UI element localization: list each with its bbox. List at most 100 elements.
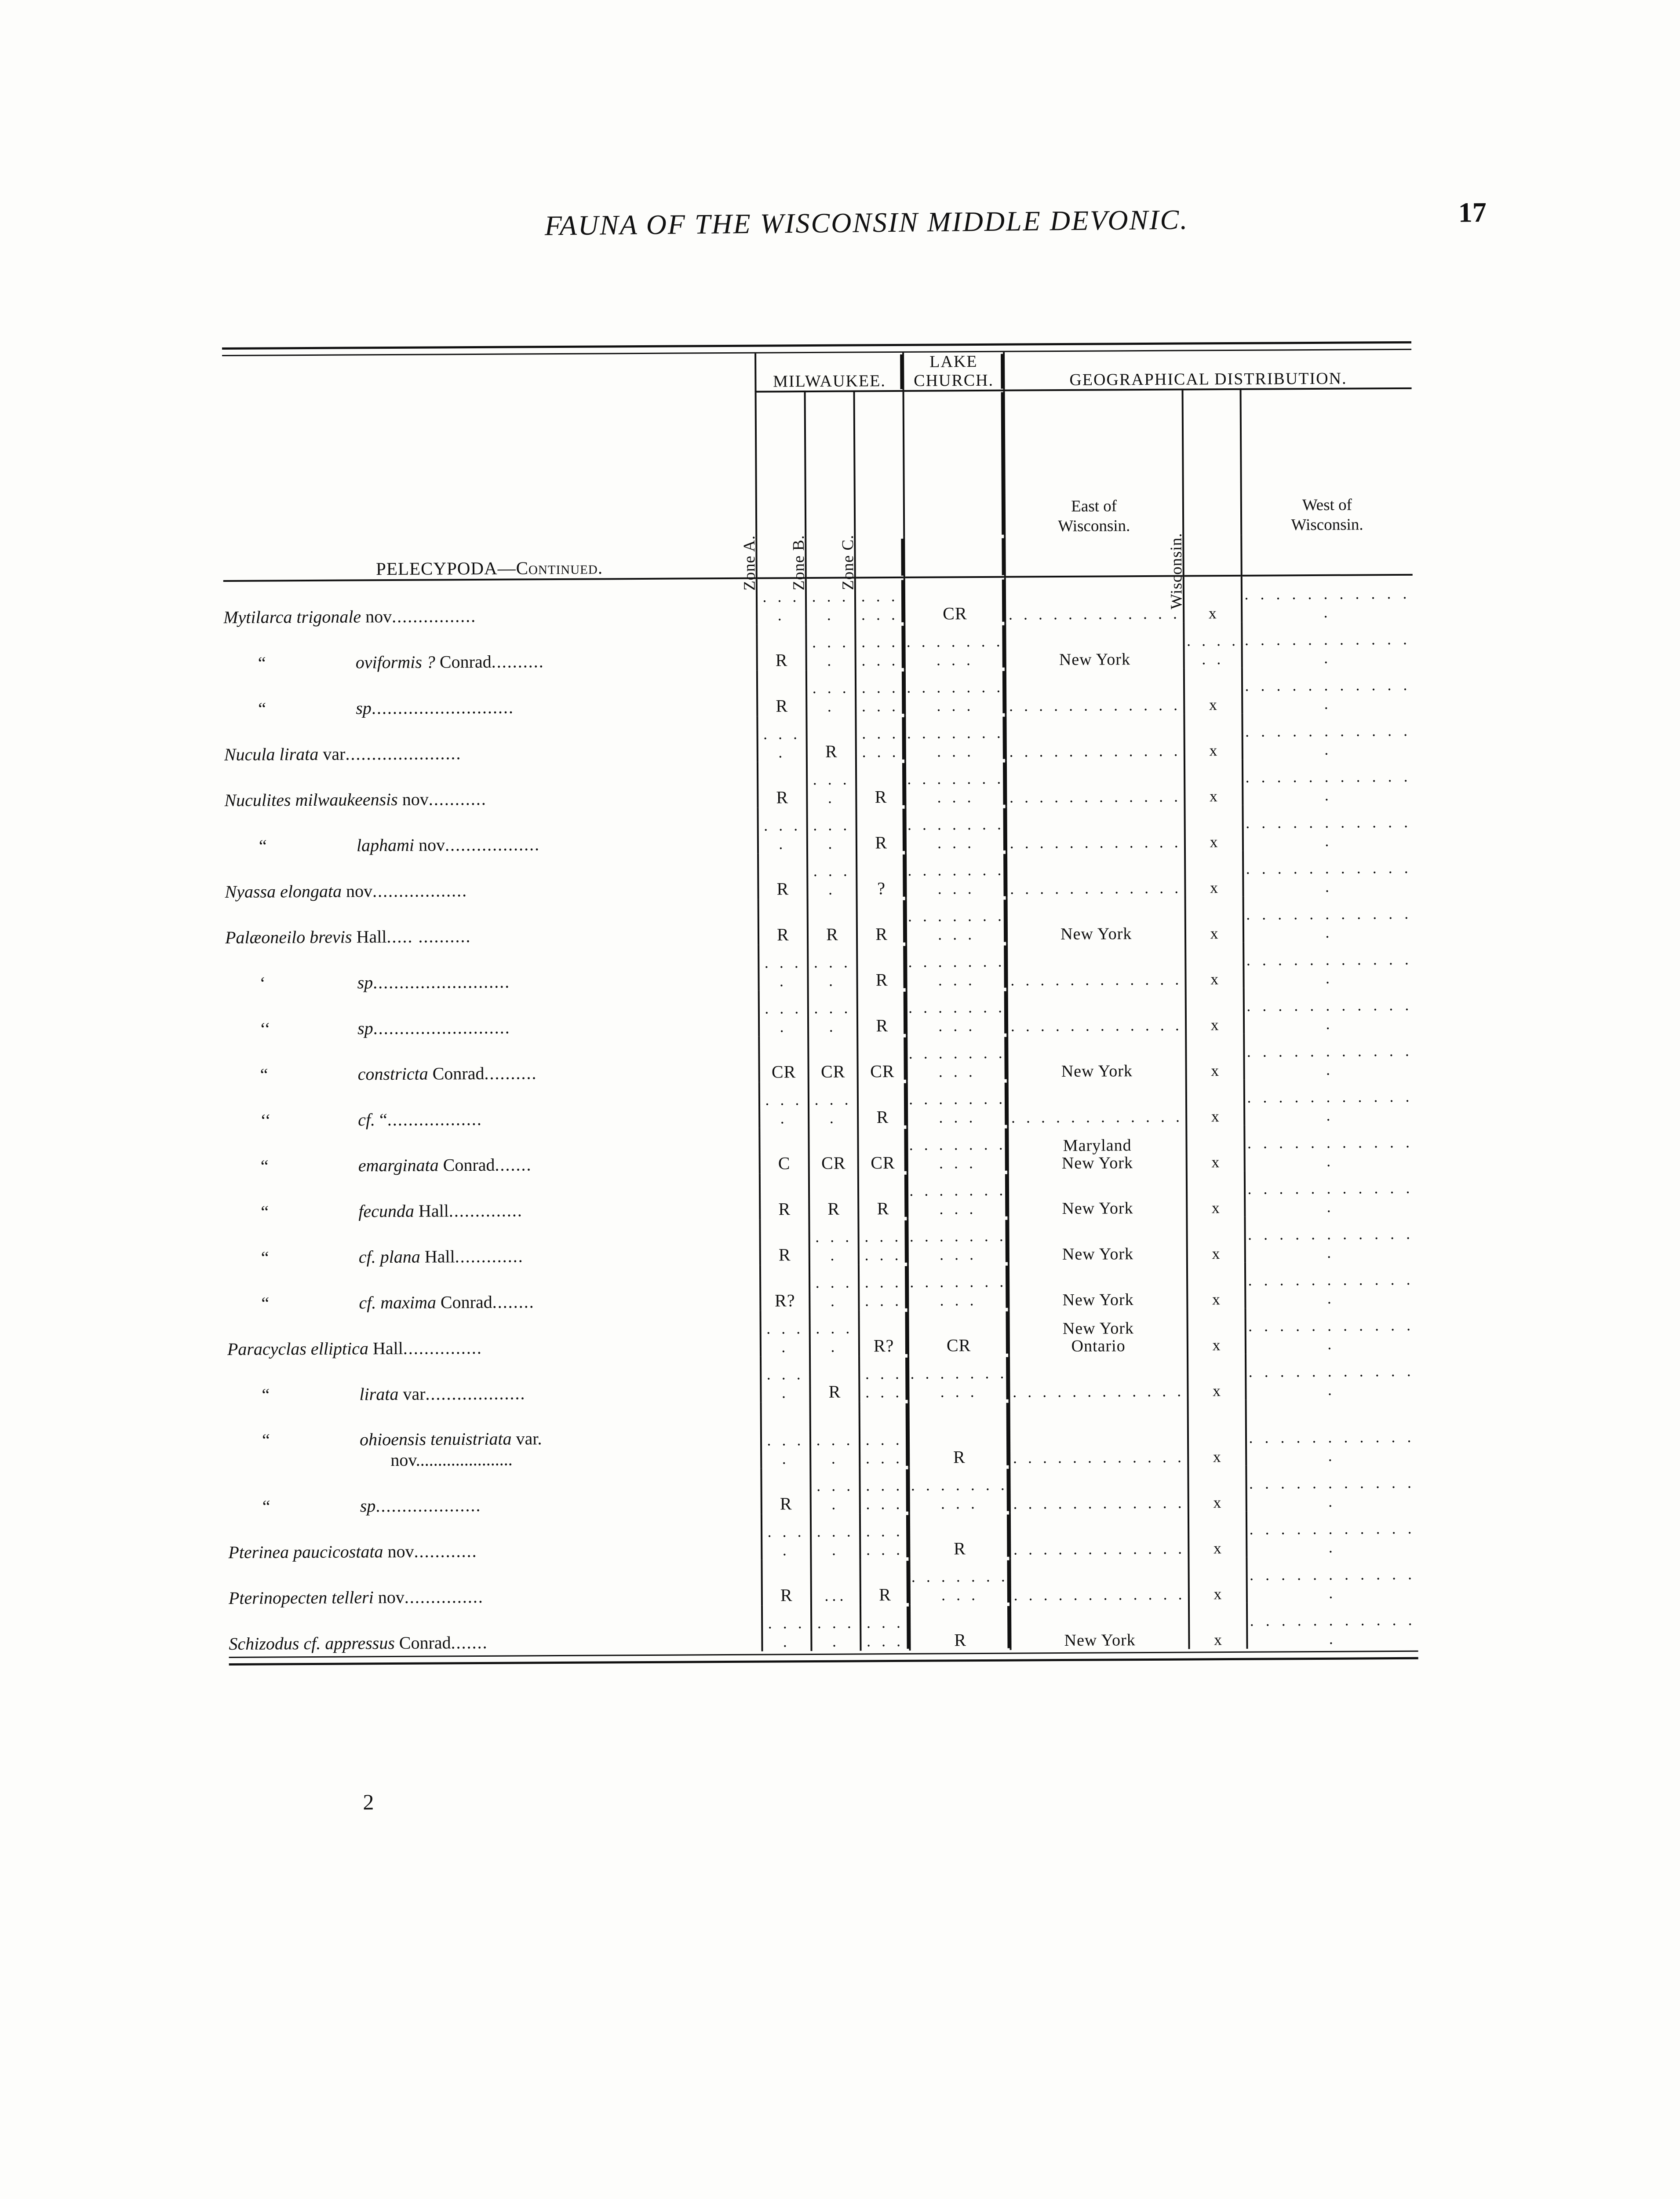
cell-east-of-wisconsin: . . . . . . . . . . . . — [1007, 942, 1186, 990]
cell-west-of-wisconsin-empty: . . . . . . . . . . . . — [1246, 996, 1413, 1033]
dot-leader: ........ — [492, 1292, 535, 1312]
cell-zone-b: ... — [811, 1559, 861, 1606]
cell-zone-c-empty: . . . . . . — [866, 1614, 904, 1650]
cell-zone-b-empty: . . . . — [815, 1227, 853, 1264]
authority: Hall — [356, 927, 387, 947]
cell-zone-b: . . . . — [807, 807, 857, 854]
cell-lake-church: . . . . . . . . . . — [907, 1081, 1008, 1127]
cell-east-of-wisconsin-empty: . . . . . . . . . . . . — [1010, 1016, 1183, 1035]
authority: nov — [346, 881, 373, 901]
cell-zone-b-empty: . . . . — [814, 1090, 852, 1127]
dot-leader: ...................... — [345, 743, 462, 764]
cell-wisconsin: x — [1186, 1079, 1245, 1126]
cell-zone-b: CR — [808, 1036, 858, 1082]
cell-west-of-wisconsin-empty: . . . . . . . . . . . . — [1247, 1179, 1414, 1216]
table-row: Mytilarca trigonale nov.................… — [223, 575, 1413, 628]
cell-zone-b-empty: . . . . — [813, 862, 851, 898]
cell-zone-b: . . . . — [808, 990, 858, 1037]
cell-wisconsin: x — [1184, 576, 1242, 623]
cell-zone-a-empty: . . . . — [766, 1365, 804, 1402]
species-name-cell: “ sp........................... — [224, 671, 757, 719]
cell-zone-b-empty: . . . . — [816, 1522, 854, 1559]
cell-wisconsin: x — [1186, 1034, 1244, 1080]
cell-zone-a: R — [759, 1173, 809, 1220]
cell-zone-a: R? — [760, 1265, 810, 1311]
cell-lake-church: R — [910, 1604, 1011, 1651]
cell-zone-a: . . . . — [757, 716, 807, 762]
table-row: “constricta Conrad.......... CR CR CR. . . … — [226, 1033, 1415, 1085]
cell-east-of-wisconsin: New York — [1010, 1603, 1189, 1650]
authority: Hall — [424, 1246, 455, 1267]
cell-zone-a-empty: . . . . — [764, 953, 802, 990]
cell-zone-b: . . . . — [810, 1513, 860, 1560]
header-zone-b: Zone B. — [790, 391, 855, 591]
cell-west-of-wisconsin: . . . . . . . . . . . . — [1246, 1399, 1418, 1466]
authority-2: nov — [390, 1450, 416, 1470]
cell-zone-b-empty: . . . . — [813, 953, 852, 990]
cell-west-of-wisconsin: . . . . . . . . . . . . — [1242, 621, 1413, 668]
cell-wisconsin: x — [1185, 988, 1244, 1034]
table-row: “ laphami nov.................. . . . . . .… — [225, 804, 1414, 856]
cell-east-of-wisconsin: . . . . . . . . . . . . — [1005, 668, 1184, 715]
species-name: sp — [356, 698, 372, 718]
cell-east-of-wisconsin: New York — [1007, 1034, 1187, 1081]
cell-west-of-wisconsin: . . . . . . . . . . . . — [1242, 712, 1414, 760]
cell-zone-b-empty: . . . . — [814, 999, 852, 1035]
cell-zone-b: R — [810, 1356, 860, 1403]
authority: nov — [378, 1587, 405, 1607]
cell-west-of-wisconsin-empty: . . . . . . . . . . . . — [1246, 813, 1412, 850]
species-name-cell: Schizodus cf. appressus Conrad....... — [229, 1606, 762, 1654]
cell-wisconsin: x — [1188, 1557, 1247, 1604]
ditto-mark: “ — [260, 1064, 268, 1085]
dot-leader: ................ — [392, 606, 477, 627]
cell-lake-church: CR — [908, 1309, 1009, 1356]
cell-east-of-wisconsin: . . . . . . . . . . . . — [1010, 1557, 1189, 1604]
cell-east-of-wisconsin-line2: Ontario — [1071, 1337, 1126, 1355]
species-name-cell: “ fecunda Hall.............. — [226, 1174, 760, 1222]
dot-leader: ............. — [455, 1246, 524, 1267]
cell-west-of-wisconsin-empty: . . . . . . . . . . . . — [1249, 1565, 1416, 1602]
authority: Hall — [372, 1338, 403, 1359]
species-name-cell: “ cf. maxima Conrad........ — [227, 1265, 760, 1314]
cell-west-of-wisconsin: . . . . . . . . . . . . — [1241, 575, 1413, 622]
cell-east-of-wisconsin: Maryland New York — [1008, 1125, 1187, 1173]
genus-name: Pterinea paucicostata — [228, 1541, 383, 1563]
cell-zone-a: . . . . — [760, 1356, 810, 1403]
cell-west-of-wisconsin: . . . . . . . . . . . . — [1243, 895, 1415, 942]
cell-east-of-wisconsin-empty: . . . . . . . . . . . . — [1013, 1494, 1185, 1512]
cell-west-of-wisconsin-empty: . . . . . . . . . . . . — [1249, 1428, 1415, 1465]
species-name-cell: Palæoneilo brevis Hall..... .......... — [225, 899, 758, 948]
cell-wisconsin: x — [1187, 1171, 1245, 1217]
cell-zone-c-empty: . . . . . . — [861, 633, 899, 669]
cell-lake-church-empty: . . . . . . . . . . — [906, 632, 1004, 669]
cell-west-of-wisconsin: . . . . . . . . . . . . — [1245, 1216, 1416, 1263]
cell-zone-c: R? — [859, 1310, 909, 1356]
table-row: Pterinopecten telleri nov...............… — [228, 1556, 1418, 1608]
species-name: fecunda — [358, 1201, 415, 1221]
cell-lake-church-empty: . . . . . . . . . . — [907, 678, 1004, 715]
cell-east-of-wisconsin-empty: . . . . . . . . . . . . — [1013, 1585, 1186, 1604]
cell-zone-c: R — [860, 1559, 910, 1605]
dot-leader: ........... — [428, 789, 487, 809]
authority: Conrad — [440, 1292, 492, 1312]
cell-lake-church: R — [909, 1512, 1010, 1559]
dot-leader: .......... — [491, 651, 544, 672]
species-name-cell: Mytilarca trigonale nov................ — [223, 579, 757, 628]
cell-lake-church: . . . . . . . . . . — [906, 989, 1008, 1036]
genus-name: Paracyclas elliptica — [227, 1338, 369, 1359]
cell-zone-c: . . . . . . — [859, 1355, 909, 1402]
cell-zone-c: . . . . . . — [860, 1604, 910, 1651]
cell-west-of-wisconsin: . . . . . . . . . . . . — [1242, 758, 1414, 805]
cell-lake-church-empty: . . . . . . . . . . — [909, 1181, 1007, 1218]
cell-west-of-wisconsin-empty: . . . . . . . . . . . . — [1250, 1611, 1416, 1647]
cell-east-of-wisconsin-empty: . . . . . . . . . . . . — [1010, 879, 1182, 898]
ditto-mark: “ — [261, 1293, 270, 1313]
species-name-cell: ‘‘ sp.......................... — [226, 991, 759, 1039]
cell-zone-b-empty: . . . . — [817, 1614, 855, 1650]
cell-east-of-wisconsin: . . . . . . . . . . . . — [1007, 988, 1186, 1035]
cell-zone-c-empty: . . . . . . — [861, 587, 899, 624]
cell-west-of-wisconsin-empty: . . . . . . . . . . . . — [1246, 950, 1413, 987]
cell-zone-b-empty: . . . . — [816, 1476, 854, 1513]
authority: Hall — [418, 1201, 449, 1221]
cell-west-of-wisconsin: . . . . . . . . . . . . — [1246, 1602, 1418, 1649]
